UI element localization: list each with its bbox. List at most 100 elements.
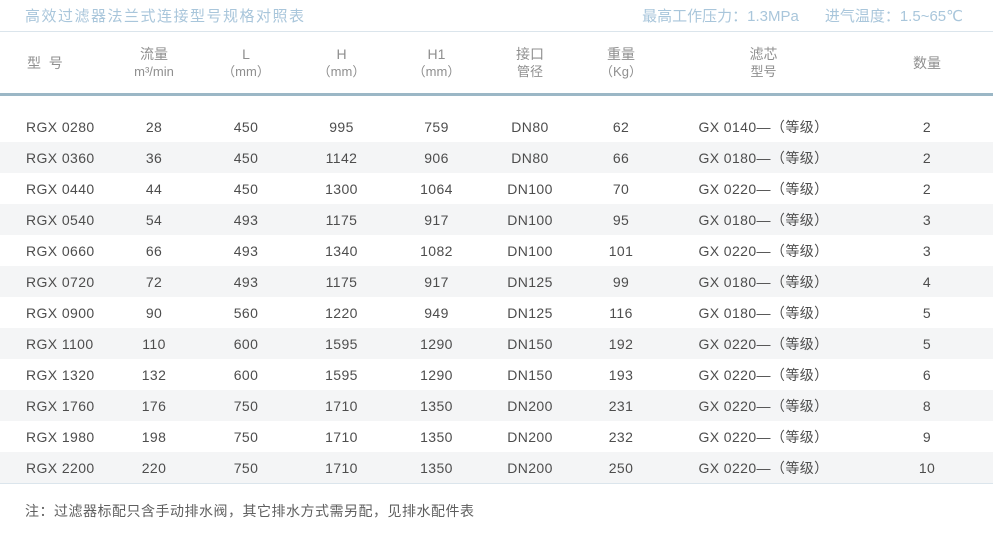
cell-l: 750 [233, 459, 259, 476]
cell-model: RGX 0660 [26, 242, 95, 259]
cell-qty: 5 [922, 304, 932, 321]
cell-qty: 10 [918, 459, 936, 476]
cell-h1: 1350 [420, 459, 453, 476]
cell-h1: 1290 [420, 366, 453, 383]
cell-model: RGX 0540 [26, 211, 95, 228]
max-pressure-text: 最高工作压力：1.3MPa [642, 8, 799, 25]
cell-l: 750 [233, 397, 259, 414]
cell-model: RGX 1320 [26, 366, 95, 383]
cell-port: DN200 [507, 459, 553, 476]
cell-element: GX 0220—（等级） [698, 428, 829, 445]
cell-flow: 90 [145, 304, 163, 321]
cell-l: 600 [233, 335, 259, 352]
cell-weight: 66 [612, 149, 630, 166]
column-header-h: H （mm） [294, 32, 389, 96]
table-row: RGX 0440 44 450 1300 1064 DN100 70 GX 0220—（等级）… [0, 173, 993, 204]
cell-h1: 1350 [420, 397, 453, 414]
cell-qty: 9 [922, 428, 932, 445]
cell-weight: 192 [608, 335, 634, 352]
operating-specs: 最高工作压力：1.3MPa 进气温度：1.5~65℃ [642, 5, 963, 26]
cell-model: RGX 0900 [26, 304, 95, 321]
page-title: 高效过滤器法兰式连接型号规格对照表 [25, 8, 306, 25]
column-header-weight: 重量 （Kg） [576, 32, 666, 96]
cell-port: DN200 [507, 428, 553, 445]
cell-l: 450 [233, 149, 259, 166]
cell-l: 450 [233, 118, 259, 135]
column-header-port: 接口 管径 [484, 32, 576, 96]
cell-h: 1340 [325, 242, 358, 259]
column-header-flow: 流量 m³/min [110, 32, 198, 96]
cell-port: DN200 [507, 397, 553, 414]
cell-flow: 66 [145, 242, 163, 259]
cell-weight: 231 [608, 397, 634, 414]
cell-element: GX 0220—（等级） [698, 459, 829, 476]
table-top-spacer [0, 95, 993, 112]
cell-flow: 36 [145, 149, 163, 166]
cell-qty: 8 [922, 397, 932, 414]
cell-h1: 1064 [420, 180, 453, 197]
cell-port: DN80 [511, 118, 549, 135]
cell-qty: 2 [922, 149, 932, 166]
cell-h1: 906 [424, 149, 449, 166]
cell-qty: 4 [922, 273, 932, 290]
cell-h: 1175 [325, 273, 358, 290]
cell-weight: 95 [612, 211, 630, 228]
cell-element: GX 0220—（等级） [698, 335, 829, 352]
cell-l: 493 [233, 273, 259, 290]
cell-element: GX 0180—（等级） [698, 304, 829, 321]
column-header-h1: H1 （mm） [389, 32, 484, 96]
cell-qty: 5 [922, 335, 932, 352]
cell-port: DN150 [507, 366, 553, 383]
cell-weight: 101 [608, 242, 634, 259]
cell-h: 1142 [325, 149, 358, 166]
cell-h: 1710 [325, 397, 358, 414]
cell-h1: 1350 [420, 428, 453, 445]
column-header-model: 型 号 [0, 32, 110, 96]
cell-flow: 28 [145, 118, 163, 135]
cell-element: GX 0220—（等级） [698, 180, 829, 197]
cell-h: 995 [329, 118, 354, 135]
topbar: 高效过滤器法兰式连接型号规格对照表 最高工作压力：1.3MPa 进气温度：1.5… [0, 0, 993, 32]
cell-qty: 2 [922, 180, 932, 197]
cell-weight: 250 [608, 459, 634, 476]
cell-flow: 72 [145, 273, 163, 290]
cell-port: DN125 [507, 273, 553, 290]
cell-port: DN80 [511, 149, 549, 166]
table-row: RGX 1100 110 600 1595 1290 DN150 192 GX 0220—（等… [0, 328, 993, 359]
cell-element: GX 0220—（等级） [698, 366, 829, 383]
cell-port: DN100 [507, 180, 553, 197]
column-header-qty: 数量 [861, 32, 993, 96]
table-body: RGX 0280 28 450 995 759 DN80 62 GX 0140—（等级） 2 RG… [0, 95, 993, 484]
inlet-temperature-text: 进气温度：1.5~65℃ [824, 8, 963, 25]
cell-h1: 917 [424, 273, 449, 290]
cell-qty: 3 [922, 242, 932, 259]
cell-flow: 110 [142, 335, 166, 352]
cell-element: GX 0140—（等级） [698, 118, 829, 135]
cell-port: DN100 [507, 211, 553, 228]
cell-model: RGX 0720 [26, 273, 95, 290]
cell-weight: 62 [612, 118, 630, 135]
cell-element: GX 0220—（等级） [698, 242, 829, 259]
table-row: RGX 2200 220 750 1710 1350 DN200 250 GX 0220—（等… [0, 452, 993, 484]
cell-h: 1710 [325, 428, 358, 445]
cell-port: DN150 [507, 335, 553, 352]
cell-model: RGX 2200 [26, 459, 95, 476]
cell-h1: 949 [424, 304, 449, 321]
cell-h: 1175 [325, 211, 358, 228]
cell-flow: 132 [141, 366, 167, 383]
cell-weight: 193 [608, 366, 634, 383]
cell-weight: 70 [612, 180, 630, 197]
cell-qty: 2 [922, 118, 932, 135]
cell-element: GX 0180—（等级） [698, 273, 829, 290]
table-row: RGX 0360 36 450 1142 906 DN80 66 GX 0180—（等级） 2 [0, 142, 993, 173]
cell-qty: 6 [922, 366, 932, 383]
table-row: RGX 0900 90 560 1220 949 DN125 116 GX 0180—（等级）… [0, 297, 993, 328]
table-header-row: 型 号流量 m³/min L （mm） H （mm） H1 （mm） 接口 管径 重量 （Kg） 滤芯型… [0, 32, 993, 96]
cell-weight: 99 [612, 273, 630, 290]
footnote: 注：过滤器标配只含手动排水阀，其它排水方式需另配，见排水配件表 [25, 503, 475, 519]
cell-l: 493 [233, 242, 259, 259]
cell-port: DN125 [507, 304, 553, 321]
table-header: 型 号流量 m³/min L （mm） H （mm） H1 （mm） 接口 管径 重量 （Kg） 滤芯型… [0, 32, 993, 96]
cell-model: RGX 1100 [26, 335, 94, 352]
cell-weight: 232 [608, 428, 634, 445]
